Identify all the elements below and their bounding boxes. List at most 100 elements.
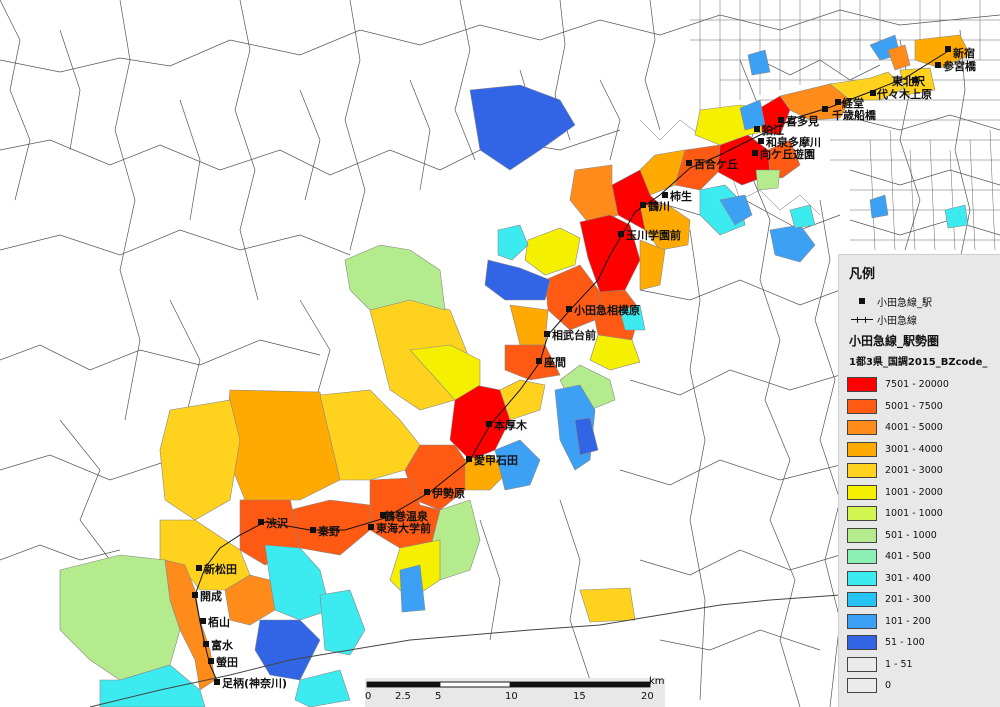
- station[interactable]: 新松田: [196, 562, 237, 576]
- svg-text:代々木上原: 代々木上原: [876, 87, 932, 101]
- station[interactable]: 和泉多摩川: [758, 135, 821, 149]
- svg-text:参宮橋: 参宮橋: [943, 59, 977, 73]
- legend-class: 2001 - 3000: [847, 460, 1000, 482]
- legend-class: 3001 - 4000: [847, 439, 1000, 461]
- station[interactable]: 狛江: [754, 123, 784, 137]
- station-square-icon: [847, 298, 877, 304]
- legend-class-list: 7501 - 20000 5001 - 7500 4001 - 5000 300…: [847, 374, 1000, 697]
- class-swatch: [847, 678, 877, 694]
- svg-text:足柄(神奈川): 足柄(神奈川): [222, 676, 287, 690]
- legend-class: 1 - 51: [847, 654, 1000, 676]
- station[interactable]: 玉川学園前: [618, 228, 681, 242]
- station[interactable]: 参宮橋: [935, 59, 977, 73]
- legend-class: 5001 - 7500: [847, 396, 1000, 418]
- class-swatch: [847, 420, 877, 436]
- station[interactable]: 柿生: [662, 189, 692, 203]
- svg-text:富水: 富水: [211, 638, 234, 652]
- railway-line-icon: [847, 316, 877, 323]
- scale-tick-label: 5: [435, 691, 442, 702]
- class-swatch: [847, 463, 877, 479]
- svg-text:新松田: 新松田: [204, 562, 237, 576]
- svg-text:千歳船橋: 千歳船橋: [832, 108, 877, 122]
- scale-tick-label: 15: [573, 691, 586, 702]
- legend-class: 51 - 100: [847, 632, 1000, 654]
- station[interactable]: 開成: [192, 589, 222, 603]
- legend-station-item: 小田急線_駅: [847, 292, 1000, 310]
- svg-text:螢田: 螢田: [216, 655, 238, 669]
- scale-bar-graphic: [366, 681, 651, 688]
- class-label: 401 - 500: [885, 551, 931, 563]
- svg-text:和泉多摩川: 和泉多摩川: [766, 135, 821, 149]
- station[interactable]: 渋沢: [258, 516, 289, 530]
- station[interactable]: 愛甲石田: [466, 453, 518, 467]
- station[interactable]: 本厚木: [486, 418, 528, 432]
- class-swatch: [847, 549, 877, 565]
- station[interactable]: 鶴巻温泉: [380, 509, 429, 523]
- legend-class: 4001 - 5000: [847, 417, 1000, 439]
- class-swatch: [847, 613, 877, 629]
- station[interactable]: 千歳船橋: [822, 106, 877, 122]
- svg-text:百合ケ丘: 百合ケ丘: [694, 157, 738, 171]
- svg-text:柿生: 柿生: [670, 189, 692, 203]
- station[interactable]: 経堂: [835, 96, 864, 110]
- scale-tick-label: 10: [505, 691, 518, 702]
- station[interactable]: 螢田: [208, 655, 238, 669]
- legend-layer-title: 小田急線_駅勢圏: [849, 334, 940, 348]
- legend-class: 501 - 1000: [847, 525, 1000, 547]
- scale-unit: km: [649, 676, 665, 687]
- legend-class: 201 - 300: [847, 589, 1000, 611]
- svg-text:座間: 座間: [543, 355, 566, 369]
- svg-text:秦野: 秦野: [317, 524, 340, 538]
- svg-text:開成: 開成: [200, 589, 222, 603]
- station[interactable]: 東北沢: [892, 74, 926, 88]
- legend-station-label: 小田急線_駅: [877, 297, 932, 309]
- class-label: 201 - 300: [885, 594, 931, 606]
- legend-class: 7501 - 20000: [847, 374, 1000, 396]
- class-label: 1001 - 2000: [885, 486, 943, 498]
- station[interactable]: 代々木上原: [870, 87, 932, 101]
- svg-text:東海大学前: 東海大学前: [376, 521, 431, 535]
- station[interactable]: 向ケ丘遊園: [752, 147, 815, 161]
- class-label: 101 - 200: [885, 615, 931, 627]
- svg-text:東北沢: 東北沢: [892, 74, 926, 88]
- class-swatch: [847, 592, 877, 608]
- station[interactable]: 栢山: [200, 615, 230, 629]
- station[interactable]: 伊勢原: [424, 486, 465, 500]
- scale-bar: 0 2.5 5 10 15 20 km: [365, 676, 665, 707]
- station[interactable]: 百合ケ丘: [686, 157, 738, 171]
- class-label: 51 - 100: [885, 637, 925, 649]
- legend-title: 凡例: [849, 267, 876, 282]
- legend-class: 0: [847, 675, 1000, 697]
- station[interactable]: 鶴川: [640, 199, 670, 213]
- station[interactable]: 新宿: [945, 46, 975, 60]
- svg-text:狛江: 狛江: [761, 123, 784, 137]
- station[interactable]: 小田急相模原: [566, 303, 640, 317]
- svg-text:玉川学園前: 玉川学園前: [626, 228, 681, 242]
- class-label: 3001 - 4000: [885, 443, 943, 455]
- svg-text:経堂: 経堂: [842, 96, 864, 110]
- station[interactable]: 足柄(神奈川): [214, 676, 287, 690]
- class-label: 301 - 400: [885, 572, 931, 584]
- scale-tick-label: 20: [641, 691, 654, 702]
- station[interactable]: 東海大学前: [368, 521, 431, 535]
- svg-text:向ケ丘遊園: 向ケ丘遊園: [760, 147, 815, 161]
- station[interactable]: 喜多見: [778, 114, 819, 128]
- svg-text:伊勢原: 伊勢原: [431, 486, 465, 500]
- svg-text:鶴巻温泉: 鶴巻温泉: [384, 509, 429, 523]
- legend-field-title: 1都3県_国調2015_BZcode_: [849, 357, 988, 368]
- station[interactable]: 秦野: [310, 524, 340, 538]
- coastline: [89, 594, 841, 707]
- station[interactable]: 富水: [203, 638, 234, 652]
- station[interactable]: 座間: [536, 355, 566, 369]
- station[interactable]: 相武台前: [544, 328, 596, 342]
- legend-class: 301 - 400: [847, 568, 1000, 590]
- class-swatch: [847, 484, 877, 500]
- scale-bar-labels: 0 2.5 5 10 15 20: [365, 691, 665, 705]
- class-swatch: [847, 570, 877, 586]
- class-swatch: [847, 527, 877, 543]
- svg-text:本厚木: 本厚木: [494, 418, 528, 432]
- scale-tick-label: 0: [365, 691, 372, 702]
- class-swatch: [847, 398, 877, 414]
- svg-text:渋沢: 渋沢: [266, 516, 289, 530]
